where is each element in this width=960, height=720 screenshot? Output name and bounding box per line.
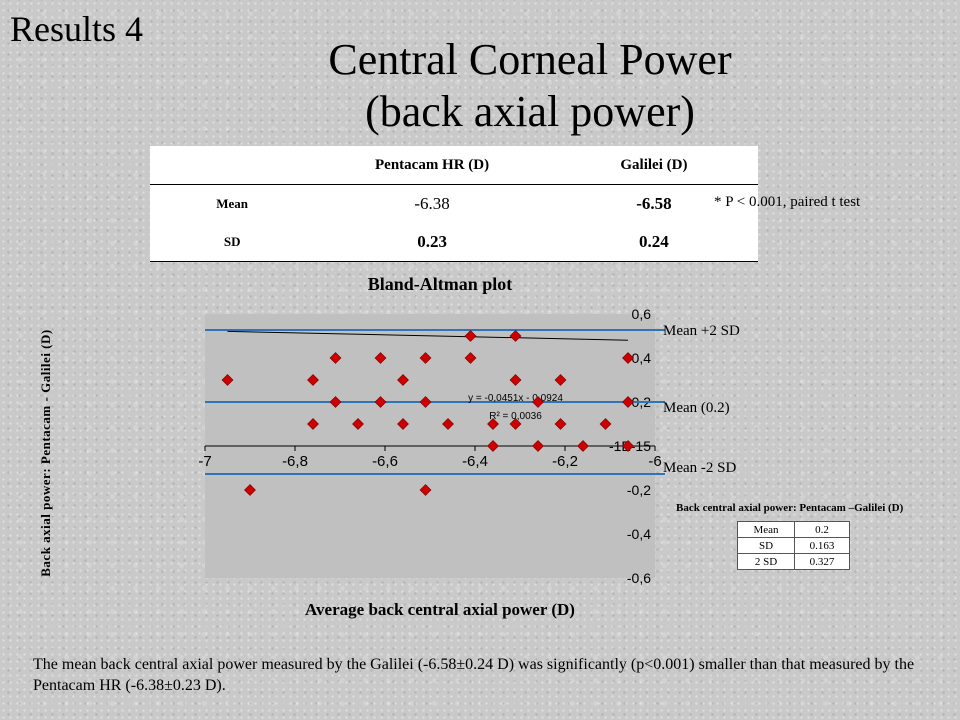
y-tick-label: 0,4 [632, 350, 652, 366]
summary-value: 0.2 [794, 521, 850, 538]
summary-row: 2 SD 0.327 [737, 553, 850, 570]
data-point [487, 418, 499, 430]
data-point [244, 484, 256, 496]
x-tick-label: -6,8 [282, 453, 308, 470]
stats-header-galilei: Galilei (D) [620, 156, 688, 173]
stats-header-pentacam: Pentacam HR (D) [375, 156, 490, 173]
x-tick-label: -6,6 [372, 453, 398, 470]
data-point [532, 396, 544, 408]
data-point [464, 330, 477, 342]
summary-value: 0.163 [794, 537, 850, 554]
data-point [307, 418, 319, 430]
data-point [599, 418, 612, 430]
data-point [374, 396, 387, 408]
summary-key: 2 SD [737, 553, 795, 570]
y-tick-label: -0,2 [627, 482, 651, 498]
data-point [509, 330, 522, 342]
data-point [577, 440, 589, 452]
x-axis-label: Average back central axial power (D) [305, 600, 575, 619]
summary-key: Mean [737, 521, 795, 538]
section-label: Results 4 [10, 9, 144, 49]
upper-limit-label: Mean +2 SD [663, 323, 740, 339]
title-line-2: (back axial power) [365, 87, 695, 136]
summary-value: 0.327 [794, 553, 850, 570]
stats-row-sd: SD 0.23 0.24 [150, 223, 758, 262]
summary-title: Back central axial power: Pentacam –Gali… [676, 502, 904, 514]
caption: The mean back central axial power measur… [33, 656, 915, 694]
summary-table: Mean 0.2 SD 0.163 2 SD 0.327 [737, 521, 850, 570]
data-point [622, 352, 634, 364]
summary-key: SD [737, 537, 795, 554]
bland-altman-chart: 0,60,40,2-1E-15-0,2-0,4-0,6-7-6,8-6,6-6,… [198, 306, 665, 586]
x-tick-label: -6 [648, 453, 661, 470]
stats-sd-galilei: 0.24 [639, 232, 669, 251]
chart-title: Bland-Altman plot [367, 274, 513, 294]
data-point [352, 418, 364, 430]
data-point [509, 418, 522, 430]
mean-line-label: Mean (0.2) [663, 400, 730, 416]
summary-row: Mean 0.2 [737, 521, 850, 538]
data-point [554, 418, 567, 430]
stats-row-label: SD [223, 234, 241, 249]
stats-table-header-row: Pentacam HR (D) Galilei (D) [150, 146, 758, 185]
data-point [397, 418, 409, 430]
data-point [532, 440, 544, 452]
stats-header-empty [150, 146, 314, 185]
data-point [442, 418, 454, 430]
lower-limit-label: Mean -2 SD [663, 460, 737, 476]
trendline [227, 330, 629, 341]
stats-row-mean: Mean -6.38 -6.58 [150, 185, 758, 224]
data-point [487, 440, 499, 452]
stats-mean-galilei: -6.58 [636, 194, 672, 213]
x-tick-label: -6,4 [462, 453, 488, 470]
data-point [329, 352, 342, 364]
stats-table: Pentacam HR (D) Galilei (D) Mean -6.38 -… [150, 146, 758, 262]
x-tick-label: -6,2 [552, 453, 578, 470]
data-point [419, 484, 432, 496]
data-point [419, 352, 432, 364]
stats-sd-pentacam: 0.23 [417, 232, 447, 251]
data-point [307, 374, 319, 386]
summary-row: SD 0.163 [737, 537, 850, 554]
data-point [374, 352, 387, 364]
stats-mean-pentacam: -6.38 [414, 194, 450, 213]
y-axis-label: Back axial power: Pentacam - Galilei (D) [38, 329, 53, 577]
slide-title: Central Corneal Power (back axial power) [150, 34, 910, 138]
trendline-equation: y = -0,0451x - 0,0924 [468, 393, 563, 404]
data-point [622, 440, 634, 452]
title-line-1: Central Corneal Power [328, 35, 732, 84]
trendline-r-squared: R² = 0,0036 [489, 411, 542, 422]
stats-row-label: Mean [216, 196, 249, 211]
y-tick-label: 0,6 [632, 306, 652, 322]
p-value-note: * P < 0.001, paired t test [714, 194, 861, 210]
data-point [622, 396, 634, 408]
y-tick-label: -0,6 [627, 570, 651, 586]
x-tick-label: -7 [198, 453, 211, 470]
data-point [329, 396, 342, 408]
data-point [221, 374, 234, 386]
data-point [464, 352, 477, 364]
data-point [554, 374, 567, 386]
data-point [509, 374, 522, 386]
y-tick-label: -0,4 [627, 526, 651, 542]
data-point [397, 374, 409, 386]
data-point [419, 396, 432, 408]
